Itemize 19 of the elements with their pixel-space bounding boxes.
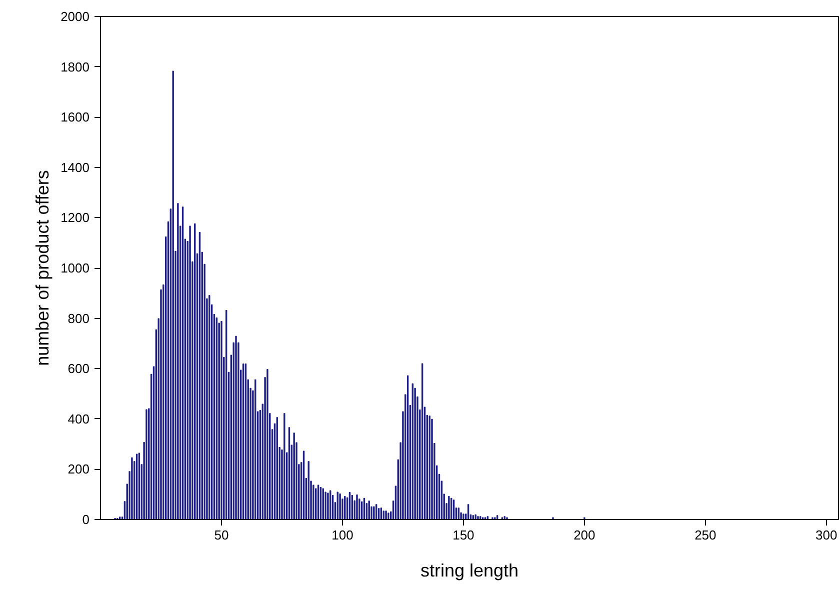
- y-tick-label: 1000: [60, 260, 90, 276]
- y-axis-title: number of product offers: [32, 170, 53, 366]
- y-tick-label: 800: [68, 310, 90, 326]
- y-tick-label: 400: [68, 411, 90, 426]
- y-tick-label: 1400: [60, 160, 90, 175]
- y-tick-label: 2000: [60, 9, 90, 24]
- x-tick-label: 100: [332, 528, 354, 542]
- y-tick-label: 1600: [60, 110, 90, 125]
- x-tick-label: 300: [816, 528, 838, 542]
- y-tick-label: 200: [68, 462, 90, 477]
- x-axis-title: string length: [420, 560, 519, 580]
- y-tick-label: 600: [68, 361, 90, 376]
- y-tick-label: 1800: [60, 59, 90, 74]
- x-tick-label: 250: [694, 528, 716, 542]
- y-tick-label: 1200: [60, 210, 90, 226]
- x-tick-label: 50: [214, 528, 229, 542]
- x-tick-label: 200: [574, 528, 596, 542]
- y-tick-label: 0: [82, 512, 90, 527]
- x-tick-label: 150: [452, 528, 474, 542]
